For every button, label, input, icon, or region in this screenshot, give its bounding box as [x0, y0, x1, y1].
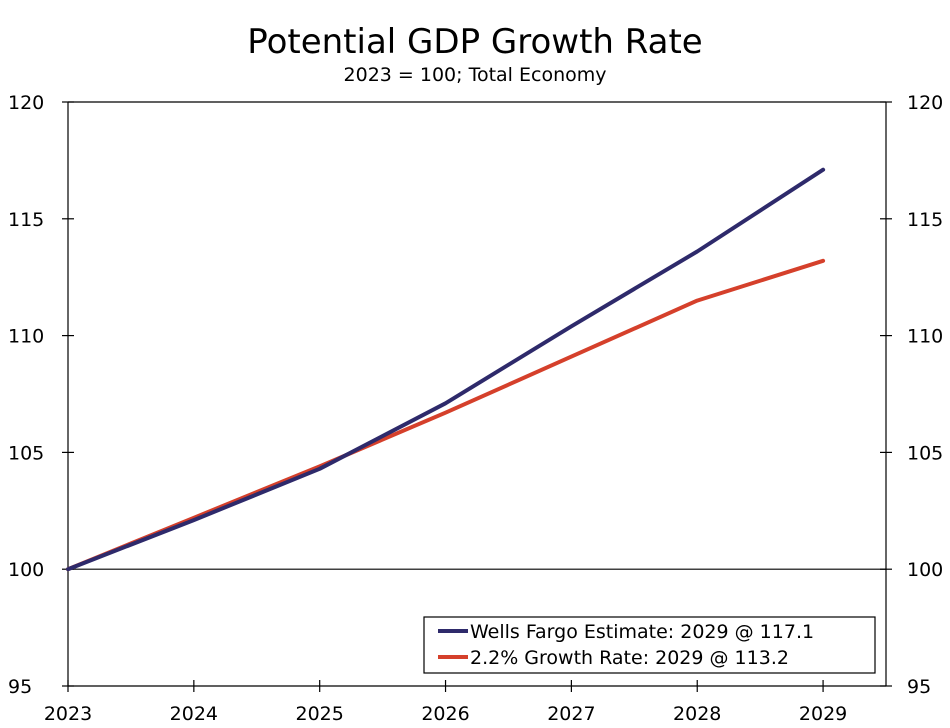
x-tick-label: 2028: [673, 703, 721, 725]
legend-label-1: Wells Fargo Estimate: 2029 @ 117.1: [470, 621, 814, 643]
legend-box: [423, 616, 876, 674]
y-tick-label-left: 95: [8, 676, 32, 698]
y-tick-label-left: 105: [8, 442, 44, 464]
y-tick-label-right: 110: [907, 326, 943, 348]
x-tick-label: 2023: [44, 703, 92, 725]
chart-subtitle: 2023 = 100; Total Economy: [343, 64, 607, 86]
x-tick-label: 2026: [421, 703, 469, 725]
series-line-2: [66, 258, 826, 572]
x-tick-label: 2025: [296, 703, 344, 725]
y-tick-label-right: 105: [907, 442, 943, 464]
y-tick-label-right: 115: [907, 209, 943, 231]
series-line-1: [66, 167, 826, 572]
legend-label-2: 2.2% Growth Rate: 2029 @ 113.2: [470, 647, 789, 669]
x-tick-label: 2024: [170, 703, 218, 725]
y-tick-label-left: 100: [8, 559, 44, 581]
y-tick-label-left: 110: [8, 326, 44, 348]
y-tick-label-right: 95: [907, 676, 931, 698]
x-tick-label: 2027: [547, 703, 595, 725]
y-tick-label-right: 100: [907, 559, 943, 581]
y-tick-label-left: 115: [8, 209, 44, 231]
chart-title: Potential GDP Growth Rate: [247, 22, 703, 62]
x-tick-label: 2029: [799, 703, 847, 725]
y-tick-label-right: 120: [907, 92, 943, 114]
y-tick-label-left: 120: [8, 92, 44, 114]
